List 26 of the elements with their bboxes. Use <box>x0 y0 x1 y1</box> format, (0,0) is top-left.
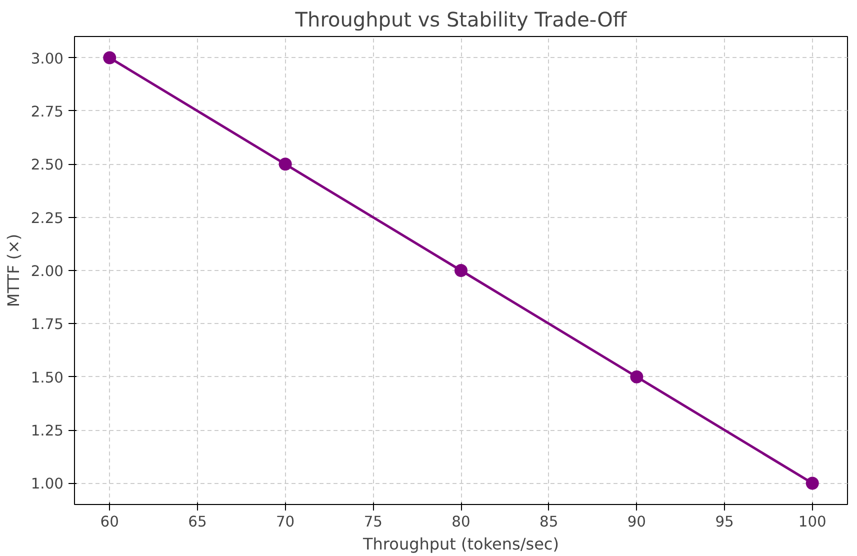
chart-title: Throughput vs Stability Trade-Off <box>294 8 628 32</box>
x-tick-label: 65 <box>188 514 207 530</box>
y-tick-label: 3.00 <box>30 50 64 68</box>
x-tick-label: 80 <box>452 514 470 530</box>
y-tick-label: 1.75 <box>30 316 64 334</box>
y-tick-label: 2.25 <box>30 210 64 227</box>
x-tick-label: 90 <box>627 514 646 530</box>
y-tick-label: 2.00 <box>30 263 64 280</box>
x-tick-label: 95 <box>715 514 734 530</box>
y-tick-label: 2.75 <box>30 103 64 120</box>
y-tick-label: 1.00 <box>30 476 64 493</box>
x-axis-title: Throughput (tokens/sec) <box>362 534 559 554</box>
point <box>806 476 819 490</box>
y-axis-title: MTTF (×) <box>4 234 23 308</box>
point <box>630 370 644 384</box>
y-tick-label: 1.50 <box>30 369 64 386</box>
point <box>103 51 116 64</box>
x-tick-label: 75 <box>364 514 382 530</box>
x-tick-label: 85 <box>540 514 558 530</box>
point <box>278 158 292 171</box>
y-tick-label: 2.50 <box>30 156 64 174</box>
x-tick-label: 60 <box>100 514 119 530</box>
y-tick-label: 1.25 <box>30 422 64 440</box>
x-tick-label: 70 <box>276 514 295 530</box>
point <box>454 264 468 277</box>
x-tick-label: 100 <box>798 514 826 530</box>
